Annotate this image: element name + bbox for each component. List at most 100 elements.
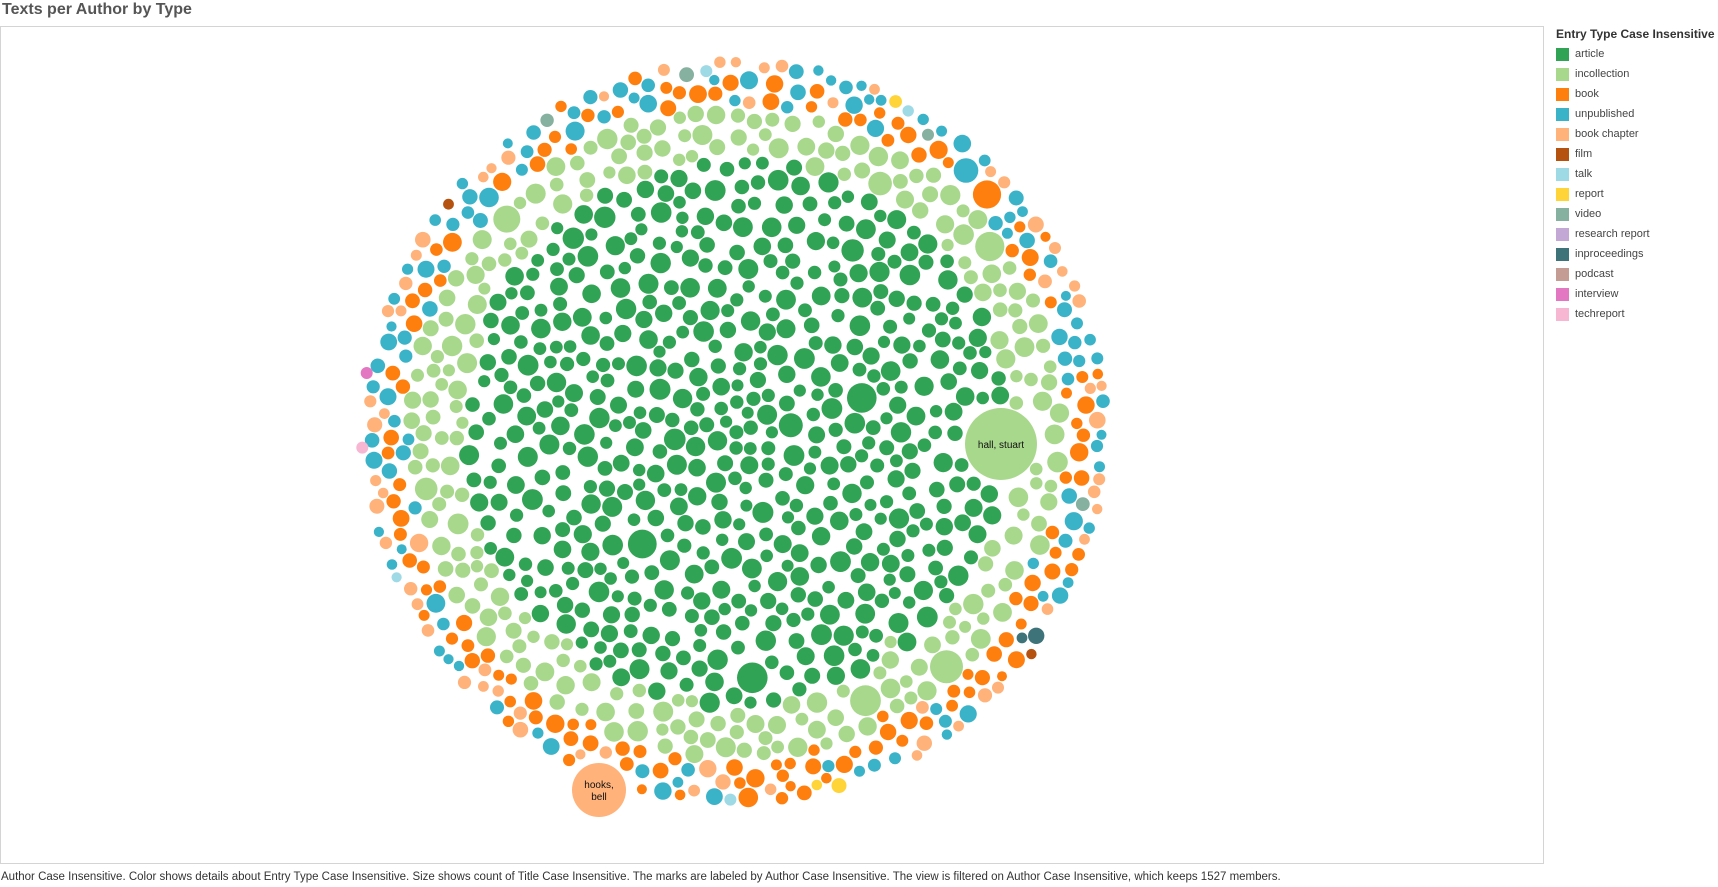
bubble-article[interactable] <box>707 278 727 298</box>
bubble-article[interactable] <box>900 243 919 262</box>
bubble-article[interactable] <box>599 336 615 351</box>
bubble-article[interactable] <box>826 236 840 250</box>
bubble-book[interactable] <box>502 715 515 727</box>
bubble-article[interactable] <box>537 559 554 576</box>
bubble-article[interactable] <box>549 340 563 354</box>
bubble-article[interactable] <box>521 574 534 588</box>
bubble-article[interactable] <box>612 454 630 472</box>
bubble-article[interactable] <box>865 420 881 435</box>
bubble-article[interactable] <box>574 602 590 618</box>
bubble-article[interactable] <box>715 624 732 640</box>
bubble-article[interactable] <box>848 642 862 657</box>
bubble-article[interactable] <box>790 587 806 603</box>
bubble-incollection[interactable] <box>797 137 816 156</box>
bubble-article[interactable] <box>917 438 932 453</box>
bubble-incollection[interactable] <box>925 167 942 183</box>
bubble-book[interactable] <box>881 133 895 147</box>
bubble-article[interactable] <box>748 579 761 593</box>
bubble-incollection[interactable] <box>685 695 699 708</box>
bubble-article[interactable] <box>604 572 617 585</box>
bubble-unpublished[interactable] <box>426 593 446 613</box>
bubble-book-chapter[interactable] <box>598 91 610 102</box>
bubble-book[interactable] <box>796 785 812 801</box>
bubble-article[interactable] <box>533 527 551 545</box>
bubble-unpublished[interactable] <box>1051 328 1068 346</box>
bubble-incollection[interactable] <box>685 745 704 764</box>
bubble-article[interactable] <box>717 455 734 472</box>
bubble-book[interactable] <box>615 741 630 756</box>
bubble-unpublished[interactable] <box>373 526 384 537</box>
bubble-article[interactable] <box>715 214 733 232</box>
bubble-article[interactable] <box>677 515 694 532</box>
bubble-unpublished[interactable] <box>740 71 758 90</box>
bubble-article[interactable] <box>793 384 806 397</box>
bubble-incollection[interactable] <box>1012 318 1028 335</box>
bubble-incollection[interactable] <box>546 157 566 177</box>
bubble-book[interactable] <box>636 784 647 795</box>
bubble-book[interactable] <box>1014 221 1026 233</box>
bubble-article[interactable] <box>635 310 653 329</box>
bubble-unpublished[interactable] <box>1061 372 1075 386</box>
bubble-incollection[interactable] <box>1026 293 1040 308</box>
bubble-article[interactable] <box>921 323 937 338</box>
bubble-incollection[interactable] <box>582 673 601 692</box>
bubble-incollection[interactable] <box>1008 487 1029 508</box>
bubble-article[interactable] <box>758 323 776 341</box>
bubble-article[interactable] <box>790 276 804 290</box>
bubble-article[interactable] <box>807 265 822 280</box>
bubble-article[interactable] <box>674 483 688 496</box>
bubble-incollection[interactable] <box>520 230 538 248</box>
bubble-article[interactable] <box>761 217 782 238</box>
bubble-incollection[interactable] <box>970 629 991 649</box>
bubble-incollection[interactable] <box>910 658 928 676</box>
bubble-article[interactable] <box>602 606 621 624</box>
bubble-article[interactable] <box>647 509 665 527</box>
bubble-article[interactable] <box>546 372 567 393</box>
bubble-book[interactable] <box>611 105 625 118</box>
bubble-incollection[interactable] <box>1043 360 1057 374</box>
bubble-article[interactable] <box>594 641 607 654</box>
bubble-unpublished[interactable] <box>709 74 720 86</box>
bubble-incollection[interactable] <box>422 320 439 337</box>
bubble-article[interactable] <box>862 436 876 450</box>
bubble-incollection[interactable] <box>649 119 667 136</box>
bubble-book-chapter[interactable] <box>415 231 431 248</box>
bubble-techreport[interactable] <box>356 441 369 454</box>
bubble-article[interactable] <box>725 687 743 705</box>
bubble-article[interactable] <box>643 598 657 612</box>
bubble-article[interactable] <box>901 549 915 562</box>
bubble-article[interactable] <box>661 601 677 617</box>
bubble-article[interactable] <box>646 464 665 483</box>
bubble-incollection[interactable] <box>620 134 636 151</box>
bubble-incollection[interactable] <box>1031 515 1047 532</box>
bubble-incollection[interactable] <box>442 364 455 377</box>
bubble-book[interactable] <box>762 93 780 110</box>
bubble-incollection[interactable] <box>451 546 466 562</box>
bubble-article[interactable] <box>648 407 665 423</box>
bubble-book-chapter[interactable] <box>1084 382 1096 394</box>
bubble-article[interactable] <box>507 476 525 494</box>
bubble-article[interactable] <box>869 261 890 282</box>
bubble-book-chapter[interactable] <box>492 685 504 697</box>
bubble-incollection[interactable] <box>993 603 1012 622</box>
bubble-book[interactable] <box>660 100 677 117</box>
bubble-article[interactable] <box>791 176 810 196</box>
bubble-book[interactable] <box>849 745 862 759</box>
bubble-incollection[interactable] <box>447 513 469 535</box>
bubble-article[interactable] <box>594 206 616 228</box>
bubble-article[interactable] <box>788 216 806 234</box>
bubble-article[interactable] <box>730 395 744 409</box>
bubble-book[interactable] <box>879 723 897 741</box>
bubble-article[interactable] <box>968 328 987 347</box>
bubble-unpublished[interactable] <box>1008 190 1024 206</box>
bubble-article[interactable] <box>804 667 821 684</box>
bubble-article[interactable] <box>551 416 570 436</box>
bubble-incollection[interactable] <box>963 593 984 615</box>
bubble-book-chapter[interactable] <box>410 249 422 261</box>
bubble-article[interactable] <box>842 483 862 504</box>
bubble-article[interactable] <box>883 573 896 586</box>
bubble-unpublished[interactable] <box>456 177 469 190</box>
bubble-incollection[interactable] <box>981 583 996 598</box>
bubble-article[interactable] <box>506 527 522 544</box>
bubble-unpublished[interactable] <box>461 206 475 219</box>
